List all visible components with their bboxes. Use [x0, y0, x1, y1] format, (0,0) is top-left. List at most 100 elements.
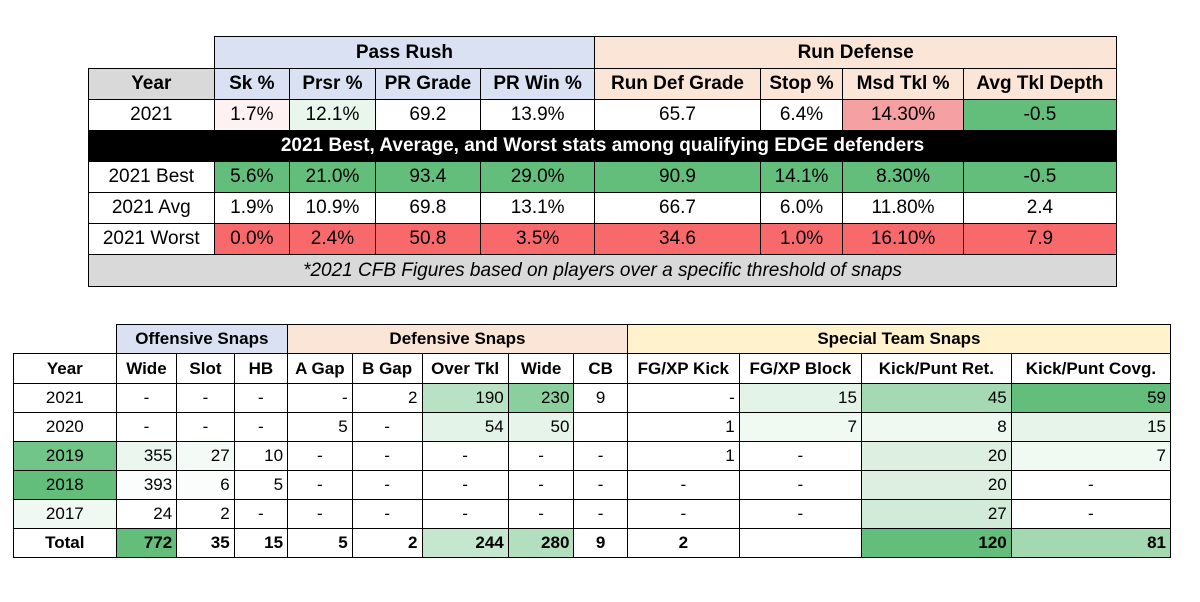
table-cell: 5 — [287, 528, 353, 558]
table-cell: - — [573, 441, 628, 471]
column-header-missed-tackle-pct: Msd Tkl % — [842, 68, 964, 100]
offensive-snaps-group-header: Offensive Snaps — [115, 324, 289, 354]
table-cell: - — [233, 383, 289, 413]
table-cell: 5.6% — [213, 161, 291, 193]
table-cell: -0.5 — [962, 99, 1118, 131]
table-cell — [738, 528, 862, 558]
column-header-hb: HB — [233, 353, 289, 384]
column-header-a-gap: A Gap — [287, 353, 353, 384]
table-cell: 6 — [176, 470, 235, 500]
player-stat-row: 2021 1.7% 12.1% 69.2 13.9% 65.7 6.4% 14.… — [88, 99, 1118, 131]
column-header-year: Year — [13, 353, 117, 384]
table-cell: 6.0% — [759, 192, 844, 224]
table-cell: 2018 — [13, 470, 117, 500]
table-cell: 7.9 — [962, 223, 1118, 255]
column-header-sack-pct: Sk % — [213, 68, 291, 100]
table-cell: - — [1010, 499, 1172, 529]
table-cell: 21.0% — [289, 161, 376, 193]
table-cell: 9 — [573, 383, 628, 413]
table-cell: 280 — [507, 528, 575, 558]
table-cell: 2021 — [88, 99, 215, 131]
table-cell: 355 — [115, 441, 178, 471]
table-cell: - — [573, 499, 628, 529]
table-cell: - — [176, 412, 235, 442]
defensive-snaps-group-header: Defensive Snaps — [287, 324, 628, 354]
column-header-pressure-pct: Prsr % — [289, 68, 376, 100]
table-cell: 35 — [176, 528, 235, 558]
table-cell: 81 — [1010, 528, 1172, 558]
table-cell: 2 — [626, 528, 740, 558]
column-header-cb: CB — [573, 353, 628, 384]
blank-corner-cell — [88, 36, 215, 69]
table-cell: 20 — [860, 470, 1012, 500]
table-cell: 27 — [176, 441, 235, 471]
table-cell: Total — [13, 528, 117, 558]
threshold-footnote: *2021 CFB Figures based on players over … — [88, 254, 1117, 287]
table-cell: - — [738, 441, 862, 471]
table-cell: 2021 — [13, 383, 117, 413]
table-cell: 45 — [860, 383, 1012, 413]
table-cell: 2021 Best — [88, 161, 215, 193]
table-cell: 230 — [507, 383, 575, 413]
table-cell: 8 — [860, 412, 1012, 442]
table-cell: 1.9% — [213, 192, 291, 224]
table-cell: - — [421, 470, 509, 500]
column-header-off-wide: Wide — [115, 353, 178, 384]
table-cell: - — [287, 499, 353, 529]
table-cell: 24 — [115, 499, 178, 529]
column-header-fg-xp-block: FG/XP Block — [738, 353, 862, 384]
table-cell: 1 — [626, 412, 740, 442]
table-cell: 190 — [421, 383, 509, 413]
table-cell: - — [233, 499, 289, 529]
table-cell: 10.9% — [289, 192, 376, 224]
table-cell: - — [351, 499, 423, 529]
top-column-header-row: Year Sk % Prsr % PR Grade PR Win % Run D… — [88, 68, 1118, 100]
table-cell: 16.10% — [842, 223, 964, 255]
column-header-over-tackle: Over Tkl — [421, 353, 509, 384]
table-cell: 2021 Worst — [88, 223, 215, 255]
table-row: 2020 - - - 5 - 54 50 1 7 8 15 — [13, 412, 1172, 442]
table-cell: 2021 Avg — [88, 192, 215, 224]
table-cell: - — [287, 441, 353, 471]
run-defense-group-header: Run Defense — [594, 36, 1117, 69]
table-cell: 12.1% — [289, 99, 376, 131]
table-cell: 11.80% — [842, 192, 964, 224]
table-cell: 1 — [626, 441, 740, 471]
table-cell: 10 — [233, 441, 289, 471]
table-cell: 65.7 — [594, 99, 761, 131]
table-cell: 2020 — [13, 412, 117, 442]
table-row: 2018 393 6 5 - - - - - - - 20 - — [13, 470, 1172, 500]
column-header-pr-grade: PR Grade — [374, 68, 481, 100]
table-cell: 15 — [233, 528, 289, 558]
table-cell: 93.4 — [374, 161, 481, 193]
column-header-slot: Slot — [176, 353, 235, 384]
column-header-fg-xp-kick: FG/XP Kick — [626, 353, 740, 384]
table-cell: 5 — [287, 412, 353, 442]
column-header-kick-punt-return: Kick/Punt Ret. — [860, 353, 1012, 384]
blank-corner-cell — [13, 324, 117, 354]
snap-counts-table: Offensive Snaps Defensive Snaps Special … — [13, 324, 1172, 558]
table-cell: 5 — [233, 470, 289, 500]
table-cell: 2017 — [13, 499, 117, 529]
table-cell: 7 — [1010, 441, 1172, 471]
benchmark-banner: 2021 Best, Average, and Worst stats amon… — [88, 130, 1117, 162]
table-cell: - — [507, 499, 575, 529]
table-cell: 66.7 — [594, 192, 761, 224]
table-cell: 9 — [573, 528, 628, 558]
table-cell: 90.9 — [594, 161, 761, 193]
table-cell: - — [738, 499, 862, 529]
table-cell: 8.30% — [842, 161, 964, 193]
benchmark-row-worst: 2021 Worst 0.0% 2.4% 50.8 3.5% 34.6 1.0%… — [88, 223, 1118, 255]
table-cell: 14.30% — [842, 99, 964, 131]
table-cell: 14.1% — [759, 161, 844, 193]
column-header-def-wide: Wide — [507, 353, 575, 384]
table-cell: 0.0% — [213, 223, 291, 255]
column-header-stop-pct: Stop % — [759, 68, 844, 100]
pass-rush-group-header: Pass Rush — [213, 36, 596, 69]
table-cell: 2 — [351, 528, 423, 558]
table-cell: - — [115, 383, 178, 413]
table-cell: 2.4 — [962, 192, 1118, 224]
table-cell: - — [573, 470, 628, 500]
table-cell: 6.4% — [759, 99, 844, 131]
table-cell: 3.5% — [479, 223, 596, 255]
